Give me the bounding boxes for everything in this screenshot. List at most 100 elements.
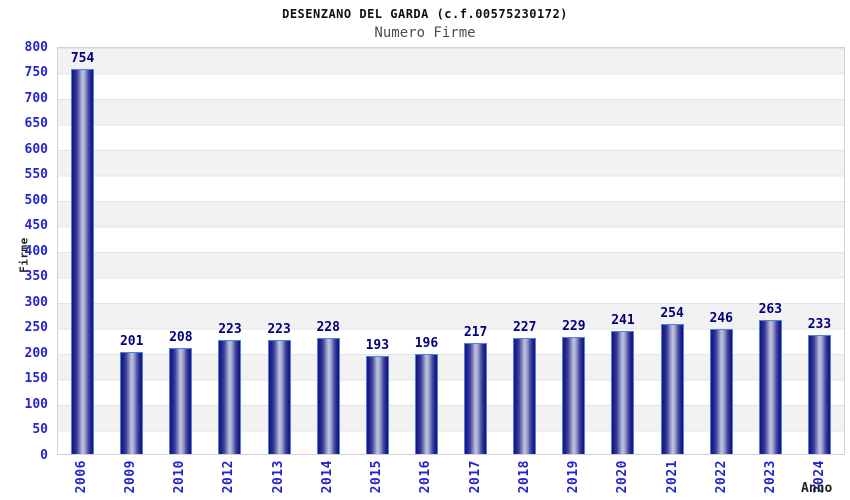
bar-value-label: 254 <box>660 306 684 322</box>
x-axis-tick: 2015 <box>353 460 402 500</box>
bar-cell: 208 <box>156 48 205 454</box>
x-axis-tick: 2006 <box>57 460 106 500</box>
x-axis-tick-label: 2021 <box>664 460 680 494</box>
y-axis-tick-label: 400 <box>24 243 48 259</box>
x-axis-tick: 2014 <box>303 460 352 500</box>
bar <box>71 69 95 454</box>
bar-value-label: 228 <box>316 319 340 335</box>
bar-value-label: 263 <box>758 301 783 317</box>
x-axis-tick-label: 2014 <box>319 460 335 494</box>
bar-cell: 233 <box>795 48 844 454</box>
bar-cell: 196 <box>402 48 451 454</box>
bar <box>758 319 782 454</box>
bar-value-label: 193 <box>365 337 390 353</box>
y-axis-tick-label: 500 <box>24 192 48 208</box>
bar-cell: 223 <box>255 48 304 454</box>
bar-cell: 246 <box>697 48 746 454</box>
x-axis-ticks: 2006 2009 2010 2012 2013 2014 2015 2016 2017 2018… <box>57 460 845 500</box>
bar <box>562 337 586 454</box>
bar <box>807 335 831 454</box>
x-axis-tick: 2023 <box>747 460 796 500</box>
x-axis-tick: 2012 <box>205 460 254 500</box>
bar-cell: 754 <box>58 48 107 454</box>
y-axis-tick-label: 600 <box>24 141 48 157</box>
bar-cell: 228 <box>304 48 353 454</box>
bar-value-label: 241 <box>611 313 635 329</box>
x-axis-tick: 2009 <box>106 460 155 500</box>
bar <box>513 338 537 454</box>
x-axis-tick: 2017 <box>451 460 500 500</box>
bar-value-label: 217 <box>463 325 488 341</box>
bar-value-label: 201 <box>119 333 144 349</box>
bar-value-label: 233 <box>807 317 832 333</box>
y-axis-tick-label: 300 <box>24 294 48 310</box>
y-axis-ticks: 0 50 100 150 200 250 300 350 400 450 500 550 600 650 7… <box>0 0 48 500</box>
x-axis-tick-label: 2016 <box>418 460 434 494</box>
x-axis-tick-label: 2015 <box>369 460 385 494</box>
x-axis-tick-label: 2023 <box>763 460 779 494</box>
x-axis-tick-label: 2009 <box>122 460 138 494</box>
bar <box>218 340 242 454</box>
y-axis-tick-label: 650 <box>24 116 48 131</box>
bar <box>365 355 389 454</box>
bar-value-label: 229 <box>562 319 586 335</box>
x-axis-tick: 2018 <box>500 460 549 500</box>
bar-cell: 223 <box>205 48 254 454</box>
x-axis-tick: 2021 <box>648 460 697 500</box>
x-axis-tick: 2013 <box>254 460 303 500</box>
bar-cell: 241 <box>598 48 647 454</box>
y-axis-title: Firme <box>17 237 31 273</box>
bar <box>709 328 733 454</box>
plot-area: 754 201 208 223 223 228 193 196 217 227 229 241 254 2… <box>57 47 845 455</box>
x-axis-tick-label: 2018 <box>516 460 532 494</box>
y-axis-tick-label: 50 <box>32 422 48 437</box>
bar-cell: 193 <box>353 48 402 454</box>
x-axis-tick-label: 2019 <box>566 460 582 494</box>
y-axis-tick-label: 700 <box>24 90 48 106</box>
x-axis-tick: 2022 <box>697 460 746 500</box>
x-axis-tick: 2016 <box>402 460 451 500</box>
y-axis-tick-label: 750 <box>24 65 48 80</box>
y-axis-tick-label: 800 <box>24 39 48 55</box>
x-axis-tick-label: 2017 <box>467 460 483 494</box>
bar-value-label: 227 <box>512 320 537 336</box>
x-axis-tick-label: 2006 <box>73 460 89 494</box>
bar-value-label: 246 <box>709 310 733 326</box>
x-axis-title: Anno <box>801 481 833 496</box>
x-axis-tick-label: 2013 <box>270 460 286 494</box>
y-axis-tick-label: 200 <box>24 345 48 361</box>
bar <box>169 347 193 454</box>
bar <box>464 343 488 454</box>
bar-cell: 229 <box>549 48 598 454</box>
bar-cell: 263 <box>746 48 795 454</box>
x-axis-tick: 2020 <box>599 460 648 500</box>
bar-value-label: 223 <box>218 322 242 338</box>
bar-cell: 201 <box>107 48 156 454</box>
chart-subtitle: Numero Firme <box>374 25 476 41</box>
x-axis-tick-label: 2010 <box>172 460 188 494</box>
bar-cell: 254 <box>648 48 697 454</box>
bar <box>267 340 291 454</box>
y-axis-tick-label: 250 <box>24 320 48 335</box>
bar <box>611 331 635 454</box>
x-axis-tick-label: 2022 <box>713 460 729 494</box>
bar <box>316 337 340 454</box>
bar-value-label: 223 <box>267 322 291 338</box>
bars-row: 754 201 208 223 223 228 193 196 217 227 229 241 254 2… <box>58 48 844 454</box>
bar-cell: 227 <box>500 48 549 454</box>
x-axis-tick: 2010 <box>156 460 205 500</box>
y-axis-tick-label: 0 <box>40 447 48 463</box>
bar-value-label: 208 <box>169 329 193 345</box>
bar-value-label: 196 <box>414 336 439 352</box>
x-axis-tick-label: 2020 <box>615 460 631 494</box>
bar <box>660 324 684 454</box>
bar-cell: 217 <box>451 48 500 454</box>
y-axis-tick-label: 100 <box>24 396 48 412</box>
y-axis-tick-label: 150 <box>24 371 48 386</box>
y-axis-tick-label: 350 <box>24 269 48 284</box>
x-axis-tick: 2019 <box>550 460 599 500</box>
bar-value-label: 754 <box>70 51 95 67</box>
y-axis-tick-label: 550 <box>24 167 48 182</box>
x-axis-tick-label: 2012 <box>221 460 237 494</box>
